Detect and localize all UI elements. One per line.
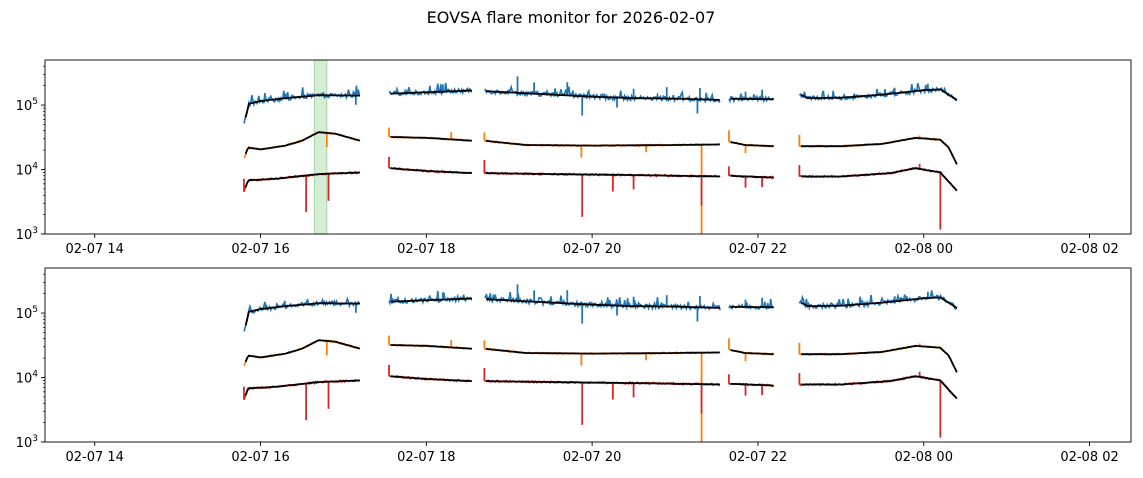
x-tick-label: 02-08 00 <box>895 450 953 465</box>
low-band-baseline-3 <box>730 174 774 179</box>
bottom-panel: 02-07 14 02-07 16 02-07 18 02-07 20 02-07 22… <box>16 267 1132 465</box>
plot-area <box>243 284 958 442</box>
x-tick-label: 02-08 00 <box>895 242 953 257</box>
low-band-segment-0 <box>243 170 360 192</box>
low-band-baseline-3 <box>730 382 774 387</box>
x-tick-label: 02-07 14 <box>66 242 124 257</box>
low-band-baseline-4 <box>801 167 958 192</box>
high-band-segment-1 <box>388 290 473 307</box>
mid-band-baseline-4 <box>801 136 958 165</box>
high-band-baseline-4 <box>800 88 958 101</box>
x-tick-label: 02-07 14 <box>66 450 124 465</box>
mid-band-baseline-2 <box>485 348 720 355</box>
high-band-baseline-1 <box>390 297 472 303</box>
low-band-segment-0 <box>243 378 360 400</box>
chart-title: EOVSA flare monitor for 2026-02-07 <box>427 8 716 27</box>
high-band-segment-0 <box>243 85 361 124</box>
y-tick-label: 104 <box>16 370 39 387</box>
high-band-baseline-0 <box>244 302 360 326</box>
mid-band-baseline-1 <box>390 136 472 142</box>
low-band-baseline-4 <box>801 375 958 400</box>
low-band-baseline-2 <box>485 380 720 386</box>
mid-band-baseline-0 <box>244 131 361 155</box>
mid-band-baseline-1 <box>390 344 472 350</box>
mid-band-segment-4 <box>798 136 958 165</box>
high-band-baseline-1 <box>390 89 472 95</box>
mid-band-segment-4 <box>799 344 958 372</box>
x-tick-label: 02-07 18 <box>397 242 455 257</box>
high-band-baseline-3 <box>730 97 774 101</box>
axes-frame <box>44 267 1132 443</box>
x-tick-label: 02-08 02 <box>1060 242 1118 257</box>
y-tick-label: 105 <box>16 305 38 322</box>
x-tick-label: 02-07 16 <box>231 450 289 465</box>
high-band-baseline-2 <box>485 90 720 101</box>
x-tick-label: 02-07 16 <box>231 242 289 257</box>
high-band-baseline-3 <box>730 305 774 309</box>
mid-band-baseline-3 <box>730 141 774 148</box>
x-tick-label: 02-07 20 <box>563 450 621 465</box>
x-tick-label: 02-07 22 <box>729 242 787 257</box>
axes-frame <box>44 59 1132 235</box>
top-panel: 02-07 14 02-07 16 02-07 18 02-07 20 02-07 22… <box>16 59 1132 257</box>
x-tick-label: 02-07 20 <box>563 242 621 257</box>
x-tick-label: 02-07 18 <box>397 450 455 465</box>
mid-band-baseline-3 <box>730 349 774 356</box>
low-band-baseline-0 <box>244 171 360 188</box>
low-band-baseline-1 <box>390 375 472 382</box>
low-band-baseline-0 <box>244 379 360 396</box>
high-band-baseline-4 <box>800 296 958 309</box>
high-band-baseline-2 <box>485 298 720 309</box>
y-tick-label: 103 <box>16 434 38 451</box>
mid-band-baseline-4 <box>801 344 958 373</box>
x-tick-label: 02-07 22 <box>729 450 787 465</box>
plot-area <box>243 76 958 234</box>
y-tick-label: 105 <box>16 97 38 114</box>
y-tick-label: 104 <box>16 162 39 179</box>
x-tick-label: 02-08 02 <box>1060 450 1118 465</box>
mid-band-baseline-0 <box>244 339 361 363</box>
flare-highlight <box>313 59 328 235</box>
mid-band-baseline-2 <box>485 140 720 147</box>
high-band-baseline-0 <box>244 94 360 118</box>
low-band-baseline-1 <box>390 167 472 174</box>
y-tick-label: 103 <box>16 226 38 243</box>
low-band-baseline-2 <box>485 172 720 178</box>
